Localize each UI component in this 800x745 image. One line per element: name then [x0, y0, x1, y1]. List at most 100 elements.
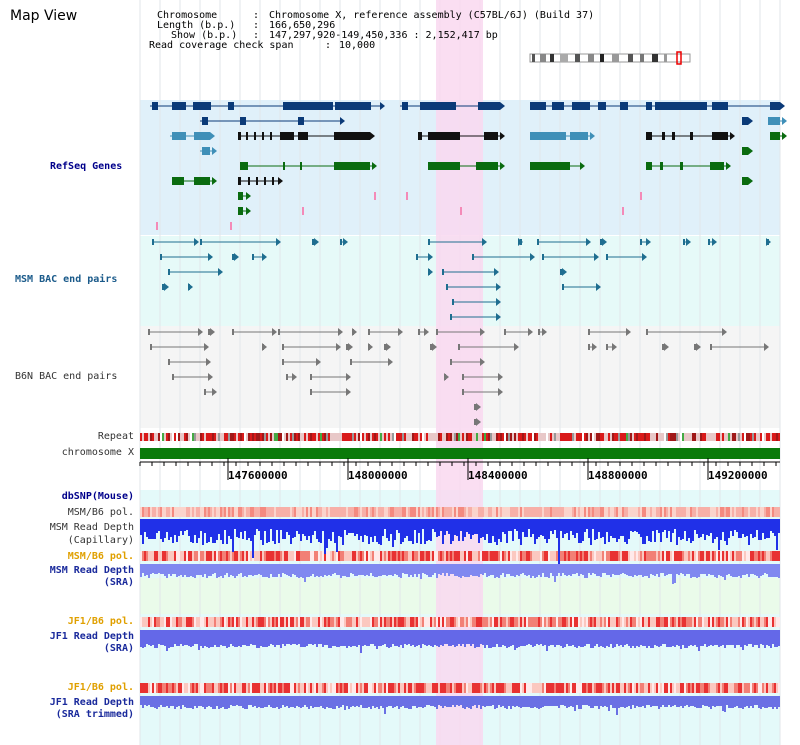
polymorphism-cell — [750, 617, 752, 627]
repeat-block — [566, 433, 568, 441]
polymorphism-cell — [630, 551, 632, 561]
track-label-msm-bac[interactable]: MSM BAC end pairs — [15, 274, 118, 285]
read-depth-bar — [272, 519, 274, 541]
polymorphism-cell — [300, 683, 302, 693]
repeat-block — [500, 433, 502, 441]
track-label-jf1-depth-1[interactable]: JF1 Read Depth — [49, 631, 134, 642]
polymorphism-cell — [148, 551, 150, 561]
read-depth-bar — [196, 564, 198, 575]
polymorphism-cell — [216, 507, 218, 517]
track-label-jf1-trim-1[interactable]: JF1 Read Depth — [49, 697, 134, 708]
polymorphism-cell — [328, 551, 330, 561]
read-depth-bar — [548, 564, 550, 578]
gene-exon — [418, 132, 422, 140]
polymorphism-cell — [188, 551, 190, 561]
track-label-b6n-bac[interactable]: B6N BAC end pairs — [15, 371, 118, 382]
polymorphism-cell — [522, 507, 524, 517]
repeat-block — [572, 433, 574, 441]
read-depth-bar — [250, 519, 252, 541]
polymorphism-cell — [528, 617, 530, 627]
read-depth-bar — [668, 519, 670, 531]
track-label-msm-depth-sra-1[interactable]: MSM Read Depth — [49, 565, 134, 576]
read-depth-bar — [718, 696, 720, 706]
repeat-block — [672, 433, 674, 441]
bac-end — [164, 283, 169, 291]
gene-exon — [690, 132, 693, 140]
read-depth-bar — [540, 564, 542, 577]
polymorphism-cell — [466, 683, 468, 693]
polymorphism-cell — [464, 507, 466, 517]
read-depth-bar — [322, 696, 324, 708]
polymorphism-cell — [244, 551, 246, 561]
bac-end — [388, 358, 393, 366]
polymorphism-cell — [540, 507, 542, 517]
track-label-jf1-b6-pol-1[interactable]: JF1/B6 pol. — [67, 616, 134, 627]
read-depth-bar — [292, 564, 294, 574]
read-depth-bar — [394, 519, 396, 540]
polymorphism-cell — [342, 617, 344, 627]
read-depth-bar — [502, 564, 504, 573]
read-depth-bar — [396, 696, 398, 706]
polymorphism-cell — [552, 507, 554, 517]
read-depth-bar — [724, 630, 726, 648]
polymorphism-cell — [726, 551, 728, 561]
polymorphism-cell — [514, 551, 516, 561]
repeat-block — [738, 433, 740, 441]
read-depth-bar — [268, 519, 270, 542]
repeat-block — [704, 433, 706, 441]
polymorphism-cell — [436, 551, 438, 561]
polymorphism-cell — [314, 507, 316, 517]
read-depth-bar — [666, 564, 668, 575]
polymorphism-cell — [568, 507, 570, 517]
polymorphism-cell — [676, 683, 678, 693]
polymorphism-cell — [742, 507, 744, 517]
polymorphism-cell — [626, 551, 628, 561]
polymorphism-cell — [186, 683, 188, 693]
track-label-msm-b6-pol-1[interactable]: MSM/B6 pol. — [67, 507, 134, 518]
bac-end — [664, 343, 669, 351]
polymorphism-cell — [502, 551, 504, 561]
track-label-chromosome[interactable]: chromosome X — [61, 447, 134, 458]
polymorphism-cell — [530, 507, 532, 517]
read-depth-bar — [220, 696, 222, 708]
read-depth-bar — [398, 630, 400, 647]
polymorphism-cell — [514, 617, 516, 627]
track-label-jf1-b6-pol-2[interactable]: JF1/B6 pol. — [67, 682, 134, 693]
read-depth-bar — [328, 519, 330, 539]
read-depth-bar — [144, 564, 146, 576]
polymorphism-cell — [318, 507, 320, 517]
read-depth-bar — [170, 519, 172, 537]
polymorphism-cell — [756, 617, 758, 627]
track-label-dbsnp[interactable]: dbSNP(Mouse) — [61, 491, 134, 502]
polymorphism-cell — [288, 617, 290, 627]
read-depth-bar — [732, 564, 734, 577]
read-depth-bar — [612, 696, 614, 708]
read-depth-bar — [644, 519, 646, 544]
read-depth-bar — [444, 630, 446, 644]
polymorphism-cell — [466, 507, 468, 517]
repeat-block — [526, 433, 528, 441]
read-depth-bar — [238, 630, 240, 646]
read-depth-bar — [300, 696, 302, 708]
track-label-msm-depth-cap-1[interactable]: MSM Read Depth — [49, 522, 134, 533]
read-depth-bar — [274, 564, 276, 577]
polymorphism-cell — [736, 551, 738, 561]
polymorphism-cell — [186, 507, 188, 517]
polymorphism-cell — [544, 617, 546, 627]
polymorphism-cell — [436, 507, 438, 517]
read-depth-bar — [232, 564, 234, 576]
read-depth-bar — [696, 564, 698, 578]
repeat-block — [762, 433, 764, 441]
track-label-refseq[interactable]: RefSeq Genes — [50, 161, 123, 172]
read-depth-bar — [380, 519, 382, 545]
read-depth-bar — [330, 519, 332, 541]
polymorphism-cell — [604, 507, 606, 517]
polymorphism-cell — [278, 507, 280, 517]
repeat-block — [676, 433, 678, 441]
read-depth-bar — [520, 696, 522, 708]
polymorphism-cell — [526, 617, 528, 627]
repeat-block — [144, 433, 146, 441]
polymorphism-cell — [342, 507, 344, 517]
track-label-msm-b6-pol-2[interactable]: MSM/B6 pol. — [67, 551, 134, 562]
track-label-repeat[interactable]: Repeat — [97, 431, 134, 442]
